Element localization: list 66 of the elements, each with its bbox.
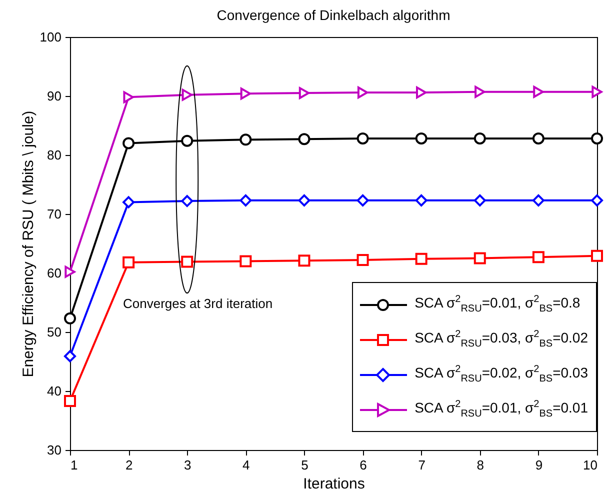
point: [532, 194, 544, 206]
point: [356, 254, 369, 266]
point: [356, 132, 369, 144]
x-axis-title: Iterations: [303, 476, 365, 492]
y-tick-label: 80: [47, 148, 62, 162]
point: [181, 134, 194, 147]
y-tick-label: 100: [40, 30, 62, 44]
y-tick-label: 90: [47, 88, 62, 104]
point: [532, 132, 544, 144]
point: [64, 395, 76, 408]
point: [181, 195, 194, 208]
x-tick-label: 4: [242, 458, 250, 472]
point: [474, 252, 486, 264]
x-tick-label: 3: [184, 458, 192, 472]
legend-label: SCA σ$^{2}$$_{RSU}$=0.01, σ$^{2}$$_{BS}$=0.01: [414, 399, 588, 420]
point: [181, 256, 194, 268]
point: [298, 194, 310, 206]
legend-label: SCA σ$^{2}$$_{RSU}$=0.01, σ$^{2}$$_{BS}$=0.8: [414, 294, 580, 315]
y-tick-label: 40: [47, 384, 62, 398]
point: [533, 86, 544, 98]
point: [592, 86, 602, 98]
x-tick-label: 9: [535, 458, 543, 472]
point: [591, 250, 603, 262]
point: [64, 350, 76, 362]
x-tick-label: 1: [70, 458, 78, 472]
point: [532, 251, 544, 264]
x-tick-label: 5: [301, 458, 308, 472]
annotation: Converges at 3rd iteration: [123, 296, 273, 311]
y-tick-label: 60: [47, 266, 62, 280]
chart-title: Convergence of Dinkelbach algorithm: [216, 7, 450, 23]
y-tick-label: 30: [47, 442, 62, 458]
x-tick-label: 10: [583, 458, 598, 472]
point: [64, 266, 76, 278]
point: [474, 132, 486, 144]
point: [415, 132, 428, 144]
point: [474, 86, 486, 98]
point: [415, 194, 428, 206]
x-tick-label: 6: [360, 458, 367, 472]
point: [415, 252, 428, 265]
point: [64, 312, 76, 324]
point: [591, 132, 603, 144]
x-tick-label: 7: [418, 458, 426, 472]
point: [298, 133, 310, 146]
y-tick-label: 70: [47, 206, 62, 222]
legend-label: SCA σ$^{2}$$_{RSU}$=0.03, σ$^{2}$$_{BS}$=0.02: [414, 329, 588, 350]
point: [357, 86, 368, 98]
x-tick-label: 2: [125, 458, 133, 472]
point: [416, 86, 427, 98]
point: [591, 194, 603, 206]
point: [240, 88, 251, 100]
point: [356, 194, 369, 206]
point: [298, 87, 310, 100]
y-axis-title: Energy Efficiency of RSU ( Mbits \ joule): [20, 110, 37, 378]
point: [122, 256, 135, 268]
point: [474, 194, 486, 206]
point: [123, 91, 134, 104]
legend-label: SCA σ$^{2}$$_{RSU}$=0.02, σ$^{2}$$_{BS}$=0.03: [414, 364, 588, 385]
point: [240, 134, 252, 146]
y-tick-label: 50: [47, 324, 62, 340]
x-tick-label: 8: [476, 458, 484, 472]
point: [298, 254, 310, 267]
point: [240, 194, 252, 206]
point: [240, 255, 252, 268]
point: [122, 196, 135, 208]
point: [182, 88, 192, 101]
point: [122, 137, 135, 150]
